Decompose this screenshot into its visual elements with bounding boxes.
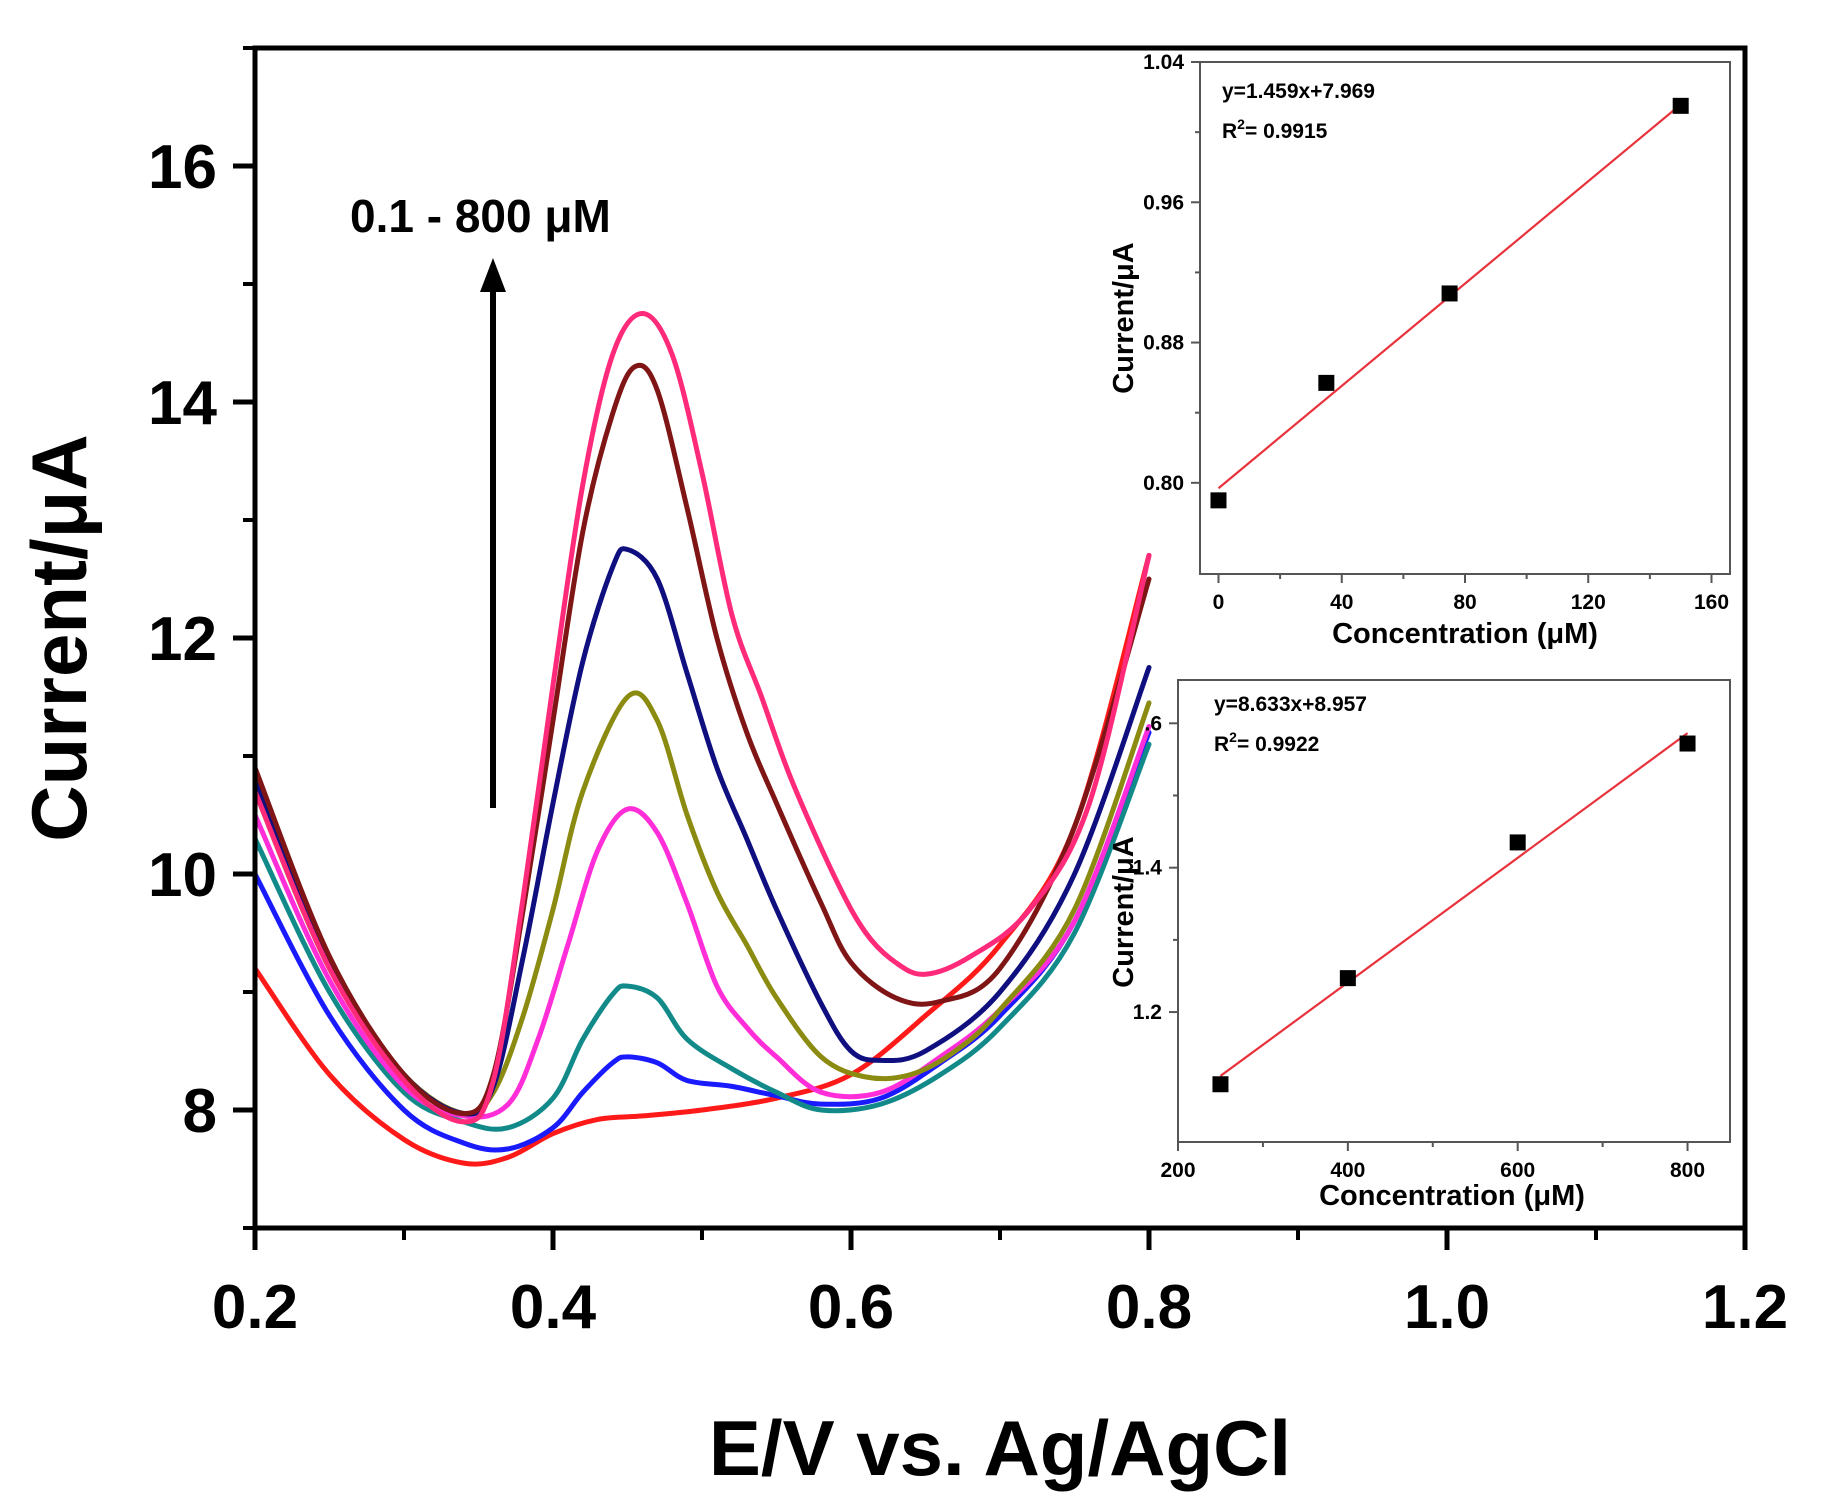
inset-bottom-r2-prefix: R — [1214, 733, 1229, 756]
inset-top-data-point — [1441, 285, 1458, 302]
inset-bottom-fit-line — [1219, 732, 1689, 1077]
inset-top-r2-sup: 2 — [1237, 116, 1245, 132]
inset-bottom-data-point — [1679, 735, 1696, 752]
inset-bottom-data-point — [1509, 834, 1526, 851]
main-x-ticks: 0.2 0.4 0.6 0.8 1.0 1.2 — [212, 1228, 1788, 1342]
main-y-ticks: 8 10 12 14 16 — [148, 46, 255, 1230]
inset-bottom-points-group — [1212, 735, 1696, 1093]
main-y-tick-label: 12 — [148, 605, 217, 674]
inset-top-background — [1199, 61, 1731, 575]
inset-bottom-background — [1177, 679, 1731, 1143]
inset-top-y-tick-label: 0.88 — [1143, 332, 1184, 355]
main-x-tick-label: 0.4 — [510, 1273, 597, 1342]
inset-bottom-equation: y=8.633x+8.957 — [1214, 693, 1367, 716]
cv-curve-c4 — [252, 724, 1152, 1120]
inset-top-x-tick-label: 40 — [1330, 591, 1353, 614]
inset-bottom: 200 400 600 800 1.2 1.4 .6 y=8.633x+8.957 R2=… — [1108, 679, 1731, 1212]
inset-top-x-ticks: 0 40 80 120 160 — [1213, 574, 1729, 614]
inset-bottom-y-axis-title: Current/μA — [1108, 836, 1140, 988]
main-x-tick-label: 0.2 — [212, 1273, 298, 1342]
inset-bottom-data-point — [1339, 970, 1356, 987]
inset-top-data-point — [1210, 492, 1227, 509]
inset-bottom-x-tick-label: 400 — [1330, 1159, 1365, 1182]
inset-top-x-tick-label: 120 — [1571, 591, 1606, 614]
cv-curve-c2 — [252, 729, 1152, 1153]
inset-top-data-point — [1318, 374, 1335, 391]
inset-top-y-tick-label: 0.96 — [1143, 191, 1184, 214]
inset-bottom-fit-group — [1219, 732, 1689, 1077]
main-y-axis-title: Current/μA — [15, 434, 103, 841]
inset-top-y-ticks: 0.80 0.88 0.96 1.04 — [1143, 51, 1200, 495]
inset-top-equation: y=1.459x+7.969 — [1222, 80, 1375, 103]
inset-top-x-tick-label: 80 — [1453, 591, 1476, 614]
concentration-arrow-head — [480, 258, 506, 292]
main-y-tick-label: 14 — [148, 369, 217, 438]
main-y-tick-label: 10 — [148, 841, 217, 910]
inset-bottom-x-ticks: 200 400 600 800 — [1160, 1142, 1705, 1182]
cv-curve-c7 — [252, 362, 1152, 1116]
inset-top-y-tick-label: 0.80 — [1143, 472, 1184, 495]
main-y-tick-label: 16 — [148, 133, 217, 202]
main-x-tick-label: 0.8 — [1106, 1273, 1192, 1342]
inset-top-frame — [1199, 61, 1731, 575]
inset-bottom-frame — [1177, 679, 1731, 1143]
cv-curve-c3 — [252, 741, 1152, 1132]
main-x-tick-label: 1.0 — [1404, 1273, 1490, 1342]
inset-top-r2-value: = 0.9915 — [1245, 120, 1328, 143]
inset-top-y-axis-title: Current/μA — [1108, 242, 1140, 394]
main-x-axis-title: E/V vs. Ag/AgCl — [709, 1404, 1291, 1492]
concentration-range-label: 0.1 - 800 μM — [350, 190, 611, 242]
main-x-tick-label: 0.6 — [808, 1273, 894, 1342]
inset-top-data-point — [1672, 97, 1689, 114]
inset-top-x-axis-title: Concentration (μM) — [1332, 618, 1598, 650]
inset-top-points-group — [1210, 97, 1689, 509]
inset-bottom-y-tick-label: .6 — [1144, 712, 1162, 735]
inset-bottom-data-point — [1212, 1076, 1229, 1093]
inset-bottom-r2-sup: 2 — [1229, 729, 1237, 745]
main-y-tick-label: 8 — [183, 1077, 217, 1146]
inset-bottom-x-tick-label: 600 — [1500, 1159, 1535, 1182]
inset-top-x-tick-label: 160 — [1694, 591, 1729, 614]
inset-bottom-r-squared: R2= 0.9922 — [1214, 729, 1319, 756]
inset-bottom-x-axis-title: Concentration (μM) — [1319, 1180, 1585, 1212]
inset-top-r2-prefix: R — [1222, 120, 1237, 143]
inset-top: 0 40 80 120 160 0.80 0.88 0.96 1.04 y=1.459x+7.… — [1108, 51, 1731, 650]
inset-top-r-squared: R2= 0.9915 — [1222, 116, 1328, 143]
main-series-group — [252, 311, 1152, 1167]
inset-bottom-r2-value: = 0.9922 — [1237, 733, 1319, 756]
inset-bottom-y-ticks: 1.2 1.4 .6 — [1133, 712, 1178, 1024]
inset-bottom-x-tick-label: 800 — [1670, 1159, 1705, 1182]
cv-curve-c8 — [252, 311, 1152, 1125]
inset-top-y-tick-label: 1.04 — [1143, 51, 1184, 74]
main-x-tick-label: 1.2 — [1702, 1273, 1788, 1342]
inset-top-x-tick-label: 0 — [1213, 591, 1225, 614]
inset-bottom-y-tick-label: 1.2 — [1133, 1001, 1162, 1024]
inset-bottom-x-tick-label: 200 — [1160, 1159, 1195, 1182]
inset-bottom-y-tick-label: 1.4 — [1133, 857, 1163, 880]
